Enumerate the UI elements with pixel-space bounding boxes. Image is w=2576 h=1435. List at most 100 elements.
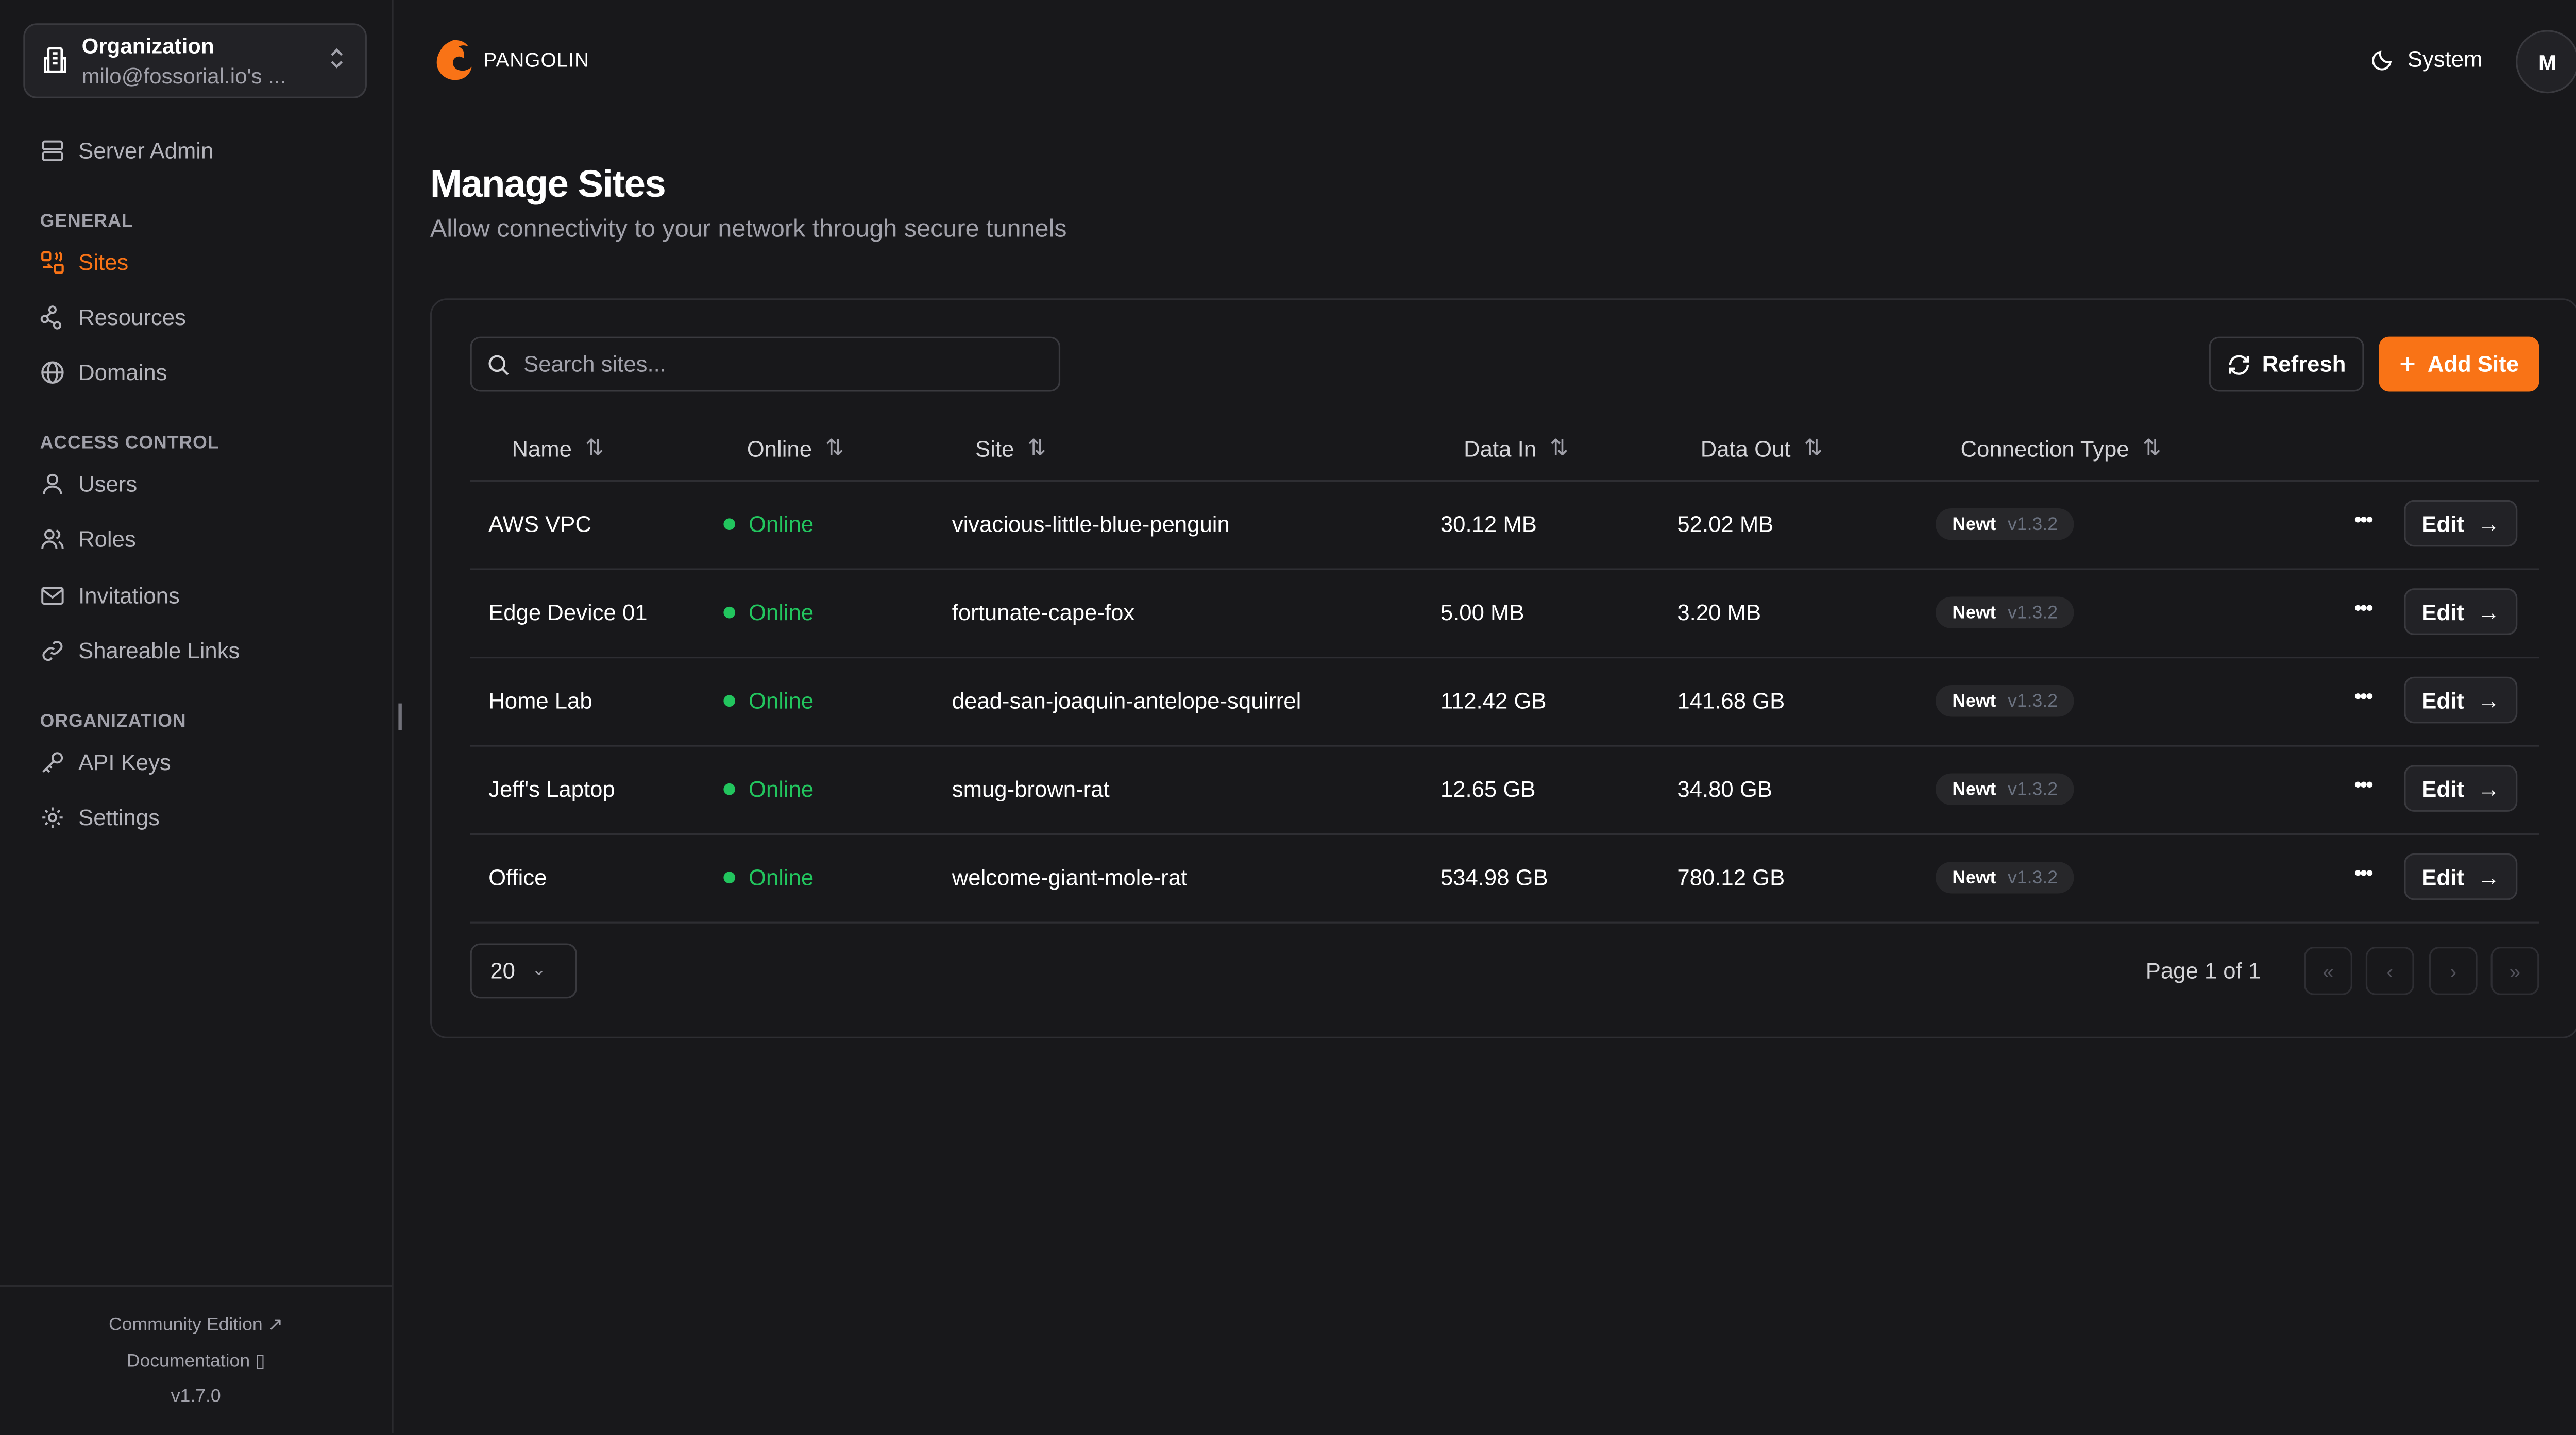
brand-name: PANGOLIN [483, 48, 590, 72]
prev-page-button[interactable]: ‹ [2365, 947, 2414, 995]
book-icon: ▯ [255, 1352, 265, 1372]
status-dot [723, 606, 736, 619]
sort-icon: ⇅ [1804, 435, 1823, 460]
connection-type-badge: Newt v1.3.2 [1935, 773, 2075, 805]
key-icon [42, 752, 63, 773]
data-out: 141.68 GB [1677, 688, 1785, 713]
edit-button[interactable]: Edit → [2404, 853, 2518, 900]
site-name: Edge Device 01 [488, 600, 648, 625]
section-general: GENERAL [40, 211, 133, 232]
column-header[interactable]: Data Out ⇅ [1701, 435, 1823, 462]
connection-version: v1.3.2 [2008, 602, 2058, 623]
edit-label: Edit [2421, 687, 2464, 713]
sidebar-footer: Community Edition ↗ Documentation ▯ v1.7… [0, 1285, 392, 1435]
edit-label: Edit [2421, 599, 2464, 624]
more-actions-button[interactable]: ••• [2354, 860, 2374, 885]
building-icon [44, 47, 66, 73]
logo[interactable]: PANGOLIN [430, 37, 589, 83]
edit-label: Edit [2421, 510, 2464, 536]
sidebar-item-shareable-links[interactable]: Shareable Links [40, 638, 240, 663]
sidebar-item-users[interactable]: Users [40, 471, 138, 497]
column-label: Site [975, 436, 1014, 461]
server-icon [42, 140, 63, 162]
data-in: 30.12 MB [1440, 511, 1537, 537]
edit-label: Edit [2421, 776, 2464, 801]
connection-type: Newt [1952, 514, 1996, 535]
section-access-control: ACCESS CONTROL [40, 433, 219, 454]
online-status: Online [723, 865, 814, 890]
refresh-button[interactable]: Refresh [2209, 336, 2364, 392]
sidebar-resize-handle[interactable] [398, 703, 402, 730]
last-page-button[interactable]: » [2490, 947, 2539, 995]
avatar[interactable]: M [2516, 30, 2576, 94]
column-header[interactable]: Connection Type ⇅ [1961, 435, 2162, 462]
sidebar-item-api-keys[interactable]: API Keys [40, 750, 171, 775]
next-page-button[interactable]: › [2429, 947, 2478, 995]
edit-button[interactable]: Edit → [2404, 676, 2518, 724]
column-label: Data Out [1700, 436, 1791, 461]
table-row: Home Lab Online dead-san-joaquin-antelop… [470, 658, 2539, 747]
sidebar-item-resources[interactable]: Resources [40, 305, 186, 330]
org-selector[interactable]: Organization milo@fossorial.io's ... [23, 23, 367, 98]
more-actions-button[interactable]: ••• [2354, 506, 2374, 532]
edit-button[interactable]: Edit → [2404, 588, 2518, 635]
sites-card: Search sites... Refresh + Add Site Name ⇅… [430, 298, 2576, 1039]
user-icon [43, 473, 62, 494]
sidebar-item-server-admin[interactable]: Server Admin [40, 139, 213, 163]
sidebar-item-label: Resources [78, 305, 186, 330]
site-id: vivacious-little-blue-penguin [952, 511, 1230, 537]
site-id: dead-san-joaquin-antelope-squirrel [952, 688, 1301, 713]
table-row: AWS VPC Online vivacious-little-blue-pen… [470, 482, 2539, 570]
theme-toggle[interactable]: System [2371, 47, 2482, 72]
site-name: Office [488, 865, 547, 891]
column-header[interactable]: Online ⇅ [747, 435, 844, 462]
connection-type-badge: Newt v1.3.2 [1935, 685, 2075, 717]
refresh-icon [2229, 354, 2249, 374]
online-status: Online [723, 777, 814, 802]
sidebar-item-settings[interactable]: Settings [40, 805, 160, 830]
column-header[interactable]: Data In ⇅ [1464, 435, 1568, 462]
connection-type-badge: Newt v1.3.2 [1935, 596, 2075, 628]
link-icon [42, 641, 63, 661]
more-actions-button[interactable]: ••• [2354, 683, 2374, 709]
arrow-right-icon: → [2477, 864, 2500, 890]
page-size-select[interactable]: 20 ⌄ [470, 943, 577, 999]
documentation-label: Documentation [126, 1352, 250, 1372]
more-actions-button[interactable]: ••• [2354, 772, 2374, 797]
arrow-right-icon: → [2477, 687, 2500, 713]
globe-icon [41, 361, 64, 384]
documentation-link[interactable]: Documentation ▯ [0, 1350, 392, 1373]
column-header[interactable]: Name ⇅ [512, 435, 604, 462]
community-edition-link[interactable]: Community Edition ↗ [0, 1313, 392, 1337]
page-size-value: 20 [490, 958, 516, 984]
arrow-right-icon: → [2477, 776, 2500, 801]
sidebar-item-invitations[interactable]: Invitations [40, 584, 180, 608]
sidebar-item-label: Roles [78, 526, 136, 552]
users-icon [41, 529, 64, 549]
add-site-button[interactable]: + Add Site [2379, 336, 2539, 392]
data-out: 3.20 MB [1677, 600, 1761, 625]
sidebar-item-domains[interactable]: Domains [40, 360, 167, 385]
sidebar-item-roles[interactable]: Roles [40, 527, 136, 552]
external-link-icon: ↗ [267, 1315, 283, 1336]
column-header[interactable]: Site ⇅ [975, 435, 1046, 462]
edit-button[interactable]: Edit → [2404, 500, 2518, 547]
column-label: Online [747, 436, 812, 461]
first-page-button[interactable]: « [2304, 947, 2352, 995]
search-input[interactable]: Search sites... [470, 336, 1061, 392]
connection-type-badge: Newt v1.3.2 [1935, 508, 2075, 540]
site-name: Home Lab [488, 688, 592, 713]
pangolin-logo-icon [436, 40, 472, 80]
column-label: Data In [1464, 436, 1537, 461]
chevrons-right-icon: » [2509, 959, 2521, 983]
data-in: 534.98 GB [1440, 865, 1548, 891]
table-row: Jeff's Laptop Online smug-brown-rat 12.6… [470, 747, 2539, 835]
sidebar-item-sites[interactable]: Sites [40, 250, 128, 275]
version-label: v1.7.0 [171, 1387, 221, 1407]
chevron-right-icon: › [2450, 959, 2457, 983]
sidebar-item-label: Users [78, 471, 138, 497]
search-icon [488, 354, 509, 374]
more-actions-button[interactable]: ••• [2354, 595, 2374, 620]
page-subtitle: Allow connectivity to your network throu… [430, 215, 1067, 244]
edit-button[interactable]: Edit → [2404, 765, 2518, 812]
